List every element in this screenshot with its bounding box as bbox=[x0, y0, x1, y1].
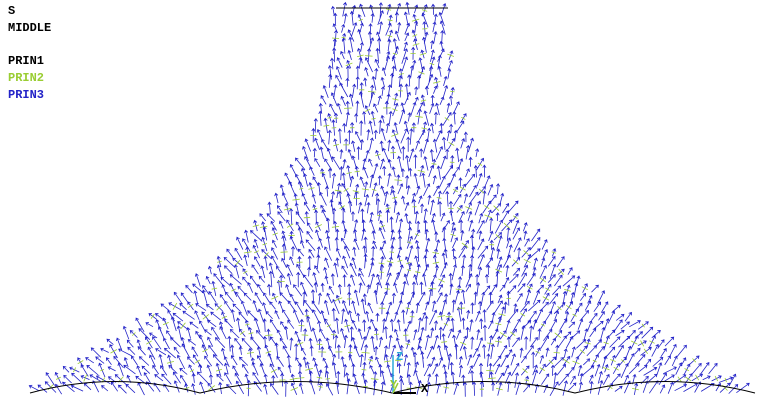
shell-edge bbox=[29, 381, 756, 394]
prin2-vectors bbox=[47, 8, 728, 391]
triad-z-label: Z bbox=[396, 350, 403, 364]
prin3-vectors bbox=[28, 1, 750, 397]
triad-x-label: X bbox=[421, 382, 429, 396]
legend-item: PRIN2 bbox=[8, 71, 44, 85]
result-location: MIDDLE bbox=[8, 21, 51, 35]
legend-item: PRIN3 bbox=[8, 88, 44, 102]
result-quantity: S bbox=[8, 4, 15, 18]
legend-item: PRIN1 bbox=[8, 54, 44, 68]
stress-vectors bbox=[28, 1, 750, 397]
legend: PRIN1 PRIN2 PRIN3 bbox=[8, 54, 44, 102]
axis-triad: X Y Z bbox=[390, 350, 429, 396]
triad-y-label: Y bbox=[390, 378, 398, 392]
triad-y-axis bbox=[392, 382, 399, 394]
